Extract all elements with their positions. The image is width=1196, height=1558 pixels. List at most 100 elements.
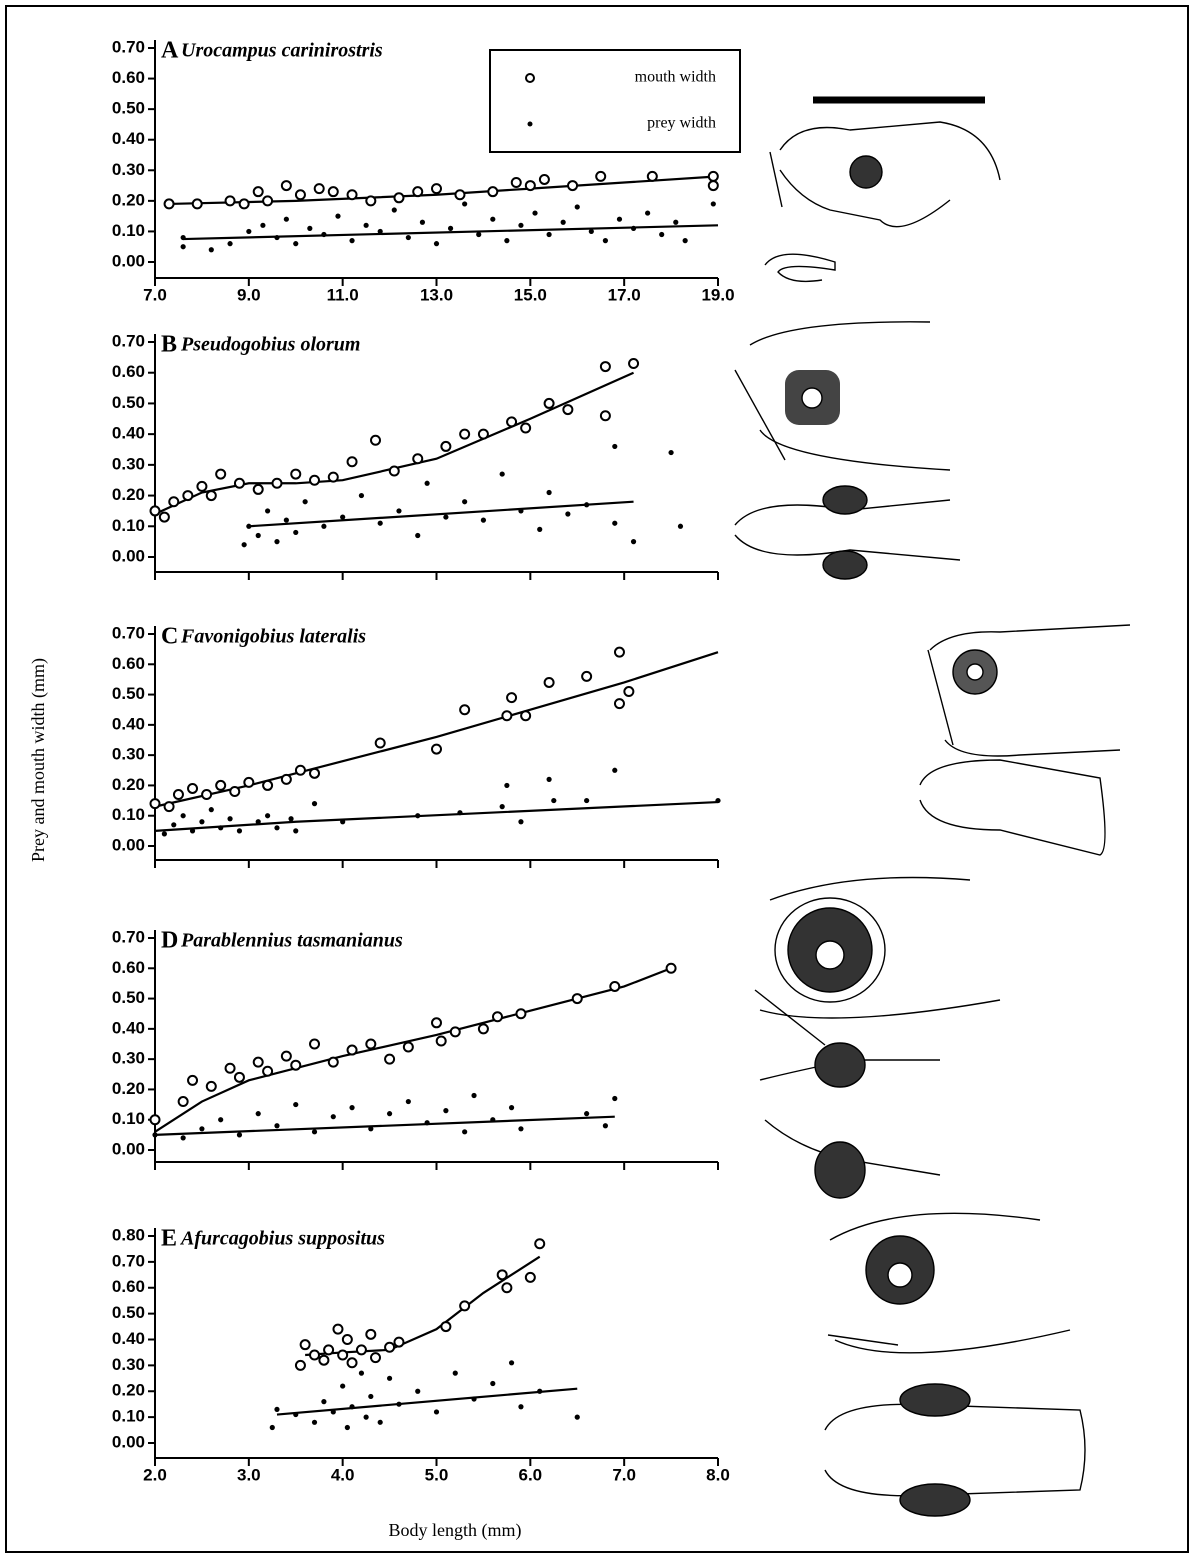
prey-point <box>321 231 327 238</box>
mouth-point <box>177 1096 189 1108</box>
mouth-point <box>520 710 532 722</box>
panel-title: Favonigobius lateralis <box>180 626 366 648</box>
prey-point <box>630 539 637 545</box>
mouth-point <box>707 180 719 192</box>
prey-point <box>630 225 637 231</box>
x-axis-label: Body length (mm) <box>389 1520 522 1541</box>
mouth-point <box>496 1269 508 1281</box>
prey-point <box>199 819 205 825</box>
prey-point <box>302 499 308 505</box>
mouth-point <box>370 1352 382 1364</box>
prey-point <box>565 511 571 517</box>
x-tick-label: 5.0 <box>425 1465 449 1484</box>
mouth-point <box>346 456 358 468</box>
prey-point <box>340 514 346 520</box>
y-tick-label: 0.20 <box>112 775 145 794</box>
prey-point <box>236 828 243 834</box>
prey-point <box>462 201 468 207</box>
y-tick-label: 0.70 <box>112 927 145 946</box>
prey-point <box>457 810 463 816</box>
prey-point <box>363 1414 369 1420</box>
mouth-point <box>280 1050 292 1062</box>
y-tick-label: 0.40 <box>112 424 145 443</box>
y-tick-label: 0.10 <box>112 805 145 824</box>
x-tick-label: 17.0 <box>608 285 641 304</box>
mouth-point <box>252 1056 264 1068</box>
prey-point <box>274 1123 280 1129</box>
x-tick-label: 13.0 <box>420 285 453 304</box>
mouth-point <box>262 1065 274 1077</box>
x-tick-label: 3.0 <box>237 1465 261 1484</box>
prey-point <box>377 1419 383 1425</box>
fish-b-eye-left <box>822 485 868 515</box>
prey-point <box>424 1120 430 1126</box>
prey-point <box>227 241 233 247</box>
mouth-point <box>233 1071 245 1083</box>
prey-point <box>311 801 318 807</box>
y-tick-label: 0.10 <box>112 516 145 535</box>
mouth-point <box>538 173 550 185</box>
mouth-point <box>599 361 611 373</box>
mouth-point <box>581 670 593 682</box>
mouth-point <box>149 1114 161 1126</box>
prey-point <box>508 1105 515 1111</box>
y-tick-label: 0.70 <box>112 37 145 56</box>
mouth-point <box>388 465 400 477</box>
y-tick-label: 0.20 <box>112 1079 145 1098</box>
prey-point <box>386 1111 393 1117</box>
x-tick-label: 19.0 <box>701 285 734 304</box>
prey-point <box>368 1126 374 1132</box>
mouth-point <box>477 428 489 440</box>
mouth-point <box>158 511 170 523</box>
prey-point <box>269 1424 275 1431</box>
y-tick-label: 0.40 <box>112 714 145 733</box>
prey-point <box>330 1114 336 1120</box>
fish-e-head <box>829 1212 1071 1354</box>
mouth-point <box>412 453 424 465</box>
x-tick-label: 15.0 <box>514 285 547 304</box>
y-tick-label: 0.50 <box>112 988 145 1007</box>
mouth-point <box>323 1344 335 1356</box>
fit-line <box>305 1255 541 1357</box>
mouth-point <box>327 1056 339 1068</box>
prey-point <box>340 819 346 825</box>
mouth-point <box>440 440 452 452</box>
y-tick-label: 0.00 <box>112 1139 145 1158</box>
y-tick-label: 0.20 <box>112 485 145 504</box>
prey-point <box>612 443 618 450</box>
mouth-point <box>431 183 442 195</box>
prey-point <box>321 1399 327 1405</box>
mouth-point <box>431 1017 442 1029</box>
mouth-point <box>262 195 274 207</box>
prey-point <box>152 1132 158 1138</box>
prey-point <box>584 1111 590 1117</box>
prey-point <box>335 213 341 219</box>
prey-point <box>471 1092 477 1099</box>
prey-point <box>358 492 365 499</box>
prey-point <box>307 225 313 231</box>
fish-d-jaw <box>754 989 826 1046</box>
mouth-point <box>707 170 719 182</box>
mouth-point <box>280 180 292 192</box>
fish-b-jaw <box>734 369 786 461</box>
prey-point <box>236 1132 243 1138</box>
mouth-point <box>309 767 321 779</box>
prey-point <box>180 1135 186 1141</box>
y-tick-label: 0.00 <box>112 835 145 854</box>
y-tick-label: 0.60 <box>112 1277 145 1296</box>
mouth-point <box>313 183 325 195</box>
mouth-point <box>384 1341 396 1353</box>
prey-point <box>246 523 252 529</box>
fish-a-eye <box>849 155 883 189</box>
mouth-point <box>501 1282 513 1294</box>
fit-line <box>169 175 719 206</box>
prey-point <box>682 238 688 244</box>
mouth-point <box>646 170 658 182</box>
prey-point <box>588 228 594 235</box>
prey-point <box>532 210 538 216</box>
panel-letter: A <box>161 38 179 64</box>
prey-point <box>349 1404 355 1410</box>
prey-point <box>677 523 684 529</box>
fit-line <box>154 800 719 832</box>
fish-a-jaw <box>769 151 783 208</box>
